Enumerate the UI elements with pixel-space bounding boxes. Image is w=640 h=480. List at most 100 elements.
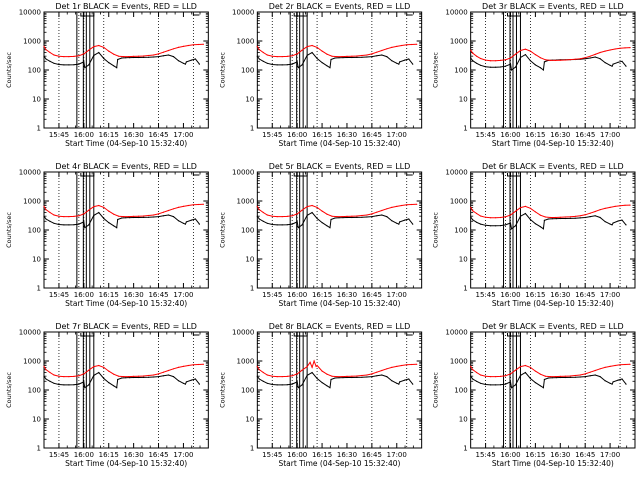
lld-point (262, 371, 264, 374)
lld-point (118, 375, 120, 377)
events-point (153, 216, 155, 218)
lld-point (524, 364, 527, 367)
events-point (138, 376, 140, 379)
lld-point (609, 206, 611, 208)
lld-point (306, 366, 308, 368)
events-point (108, 382, 110, 384)
lld-point (504, 375, 507, 377)
events-point (381, 214, 383, 216)
lld-point (58, 215, 60, 217)
events-point (73, 64, 75, 66)
lld-point (416, 43, 418, 45)
events-point (53, 382, 55, 384)
lld-point (143, 375, 145, 377)
events-point (143, 56, 145, 59)
lld-point (564, 216, 566, 218)
events-point (58, 63, 60, 66)
lld-point (480, 57, 482, 60)
events-point (621, 219, 623, 221)
lld-point (490, 376, 492, 378)
x-tick-label: 17:00 (173, 291, 193, 299)
x-tick-label: 16:45 (148, 291, 168, 299)
events-point (83, 61, 85, 63)
lld-point (472, 369, 474, 371)
lld-point (472, 210, 474, 212)
lld-point (326, 213, 328, 215)
x-tick-label: 15:45 (476, 131, 496, 139)
lld-point (143, 55, 145, 57)
events-point (45, 218, 47, 220)
y-axis-label: Counts/sec (218, 212, 226, 248)
lld-point (162, 211, 165, 213)
lld-point (584, 373, 586, 375)
lld-point (68, 216, 70, 218)
lld-point (49, 51, 51, 54)
events-point (184, 223, 186, 225)
lld-point (619, 364, 621, 366)
x-tick-label: 16:30 (337, 451, 357, 459)
events-point (495, 225, 497, 227)
saa-bracket (293, 173, 308, 177)
lld-point (490, 60, 492, 62)
events-point (547, 377, 549, 379)
panel-det-9r: Det 9r BLACK = Events, RED = LLD 1 10 100 10… (432, 322, 636, 468)
events-point (612, 63, 614, 65)
lld-point (629, 363, 631, 365)
events-point (58, 383, 60, 386)
y-tick-label: 100 (241, 67, 254, 75)
end-bracket (406, 13, 413, 16)
lld-point (411, 43, 413, 46)
lld-point (157, 213, 160, 215)
x-axis-label: Start Time (04-Sep-10 15:32:40) (278, 139, 400, 148)
lld-point (88, 209, 90, 211)
events-point (539, 67, 542, 69)
panel-det-1r: Det 1r BLACK = Events, RED = LLD 1 10 100 10… (5, 2, 209, 148)
lld-point (162, 51, 165, 53)
lld-point (604, 50, 606, 52)
lld-point (386, 48, 388, 50)
y-tick-label: 10 (245, 256, 254, 264)
lld-point (519, 49, 522, 52)
events-point (609, 64, 611, 66)
lld-point (281, 376, 283, 378)
lld-point (281, 56, 283, 58)
events-point (198, 63, 200, 65)
lld-point (485, 375, 487, 377)
y-tick-label: 10 (32, 96, 41, 104)
lld-point (192, 204, 194, 206)
lld-point (43, 205, 45, 207)
x-tick-label: 16:00 (500, 131, 520, 139)
lld-point (559, 375, 561, 377)
events-point (334, 377, 336, 379)
lld-point (574, 58, 576, 60)
y-tick-label: 1 (37, 445, 41, 453)
events-point (514, 225, 517, 227)
lld-point (256, 205, 258, 207)
events-point (524, 54, 527, 56)
lld-point (187, 364, 189, 367)
x-tick-label: 16:30 (337, 131, 357, 139)
events-series-line (256, 211, 414, 229)
y-tick-label: 1000 (23, 198, 41, 206)
events-series-line (470, 53, 627, 71)
lld-point (103, 46, 105, 49)
events-point (167, 54, 170, 56)
y-tick-label: 100 (241, 227, 254, 235)
events-point (194, 378, 196, 380)
events-point (138, 56, 140, 59)
events-point (88, 224, 90, 226)
events-point (306, 374, 308, 376)
x-tick-label: 15:45 (476, 291, 496, 299)
events-point (408, 58, 410, 60)
lld-series-line (470, 47, 631, 62)
events-point (404, 219, 406, 221)
lld-point (509, 214, 512, 216)
y-axis-label: Counts/sec (432, 52, 440, 88)
events-point (148, 376, 150, 378)
lld-point (594, 369, 596, 372)
events-point (342, 377, 344, 379)
events-point (256, 55, 258, 57)
y-tick-label: 1000 (237, 358, 255, 366)
lld-point (258, 369, 260, 371)
lld-point (514, 53, 517, 55)
